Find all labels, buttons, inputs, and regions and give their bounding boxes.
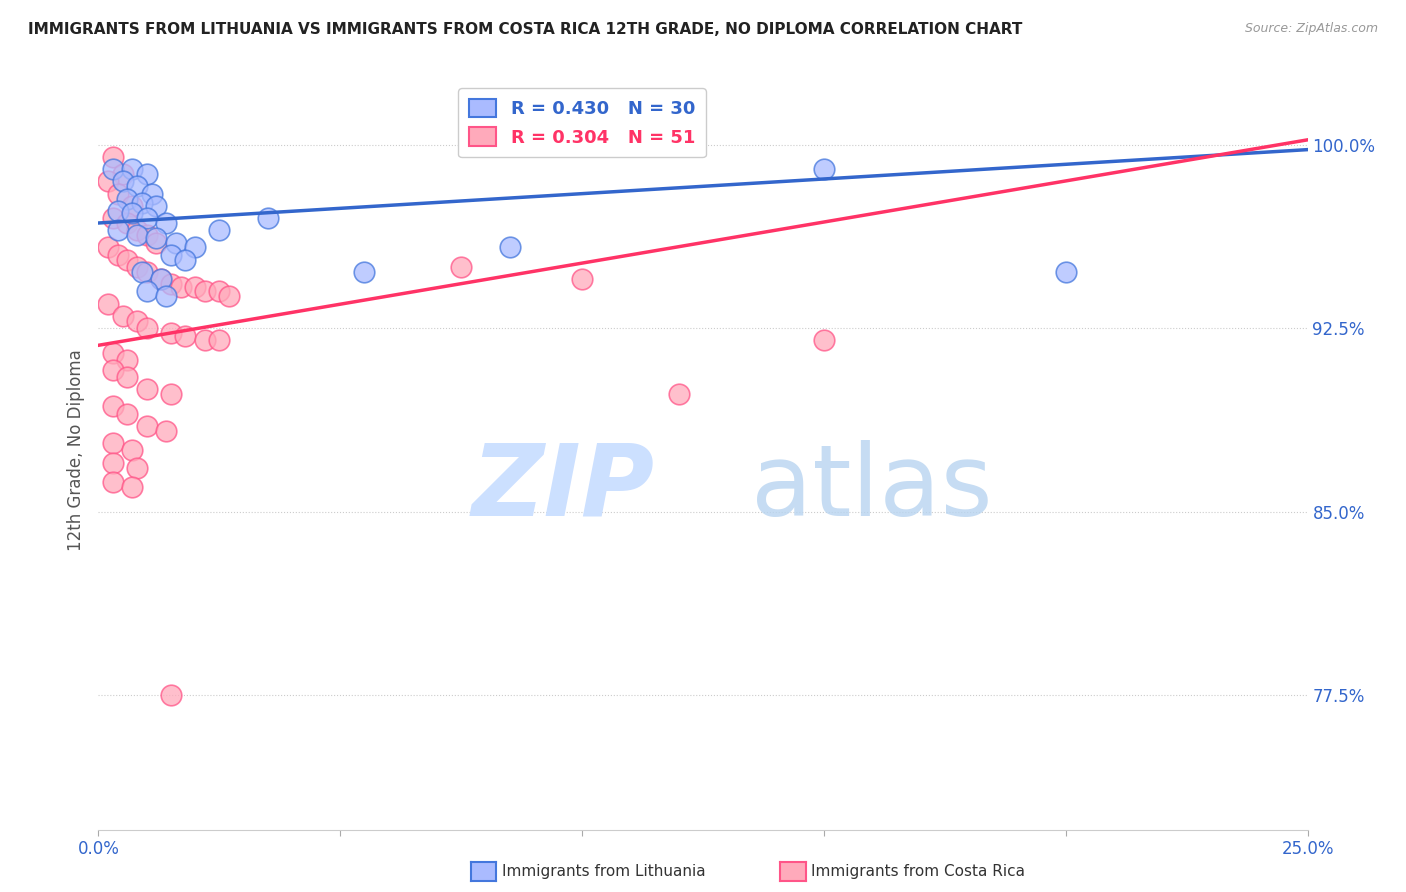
Point	[121, 206, 143, 220]
Point	[117, 192, 139, 206]
Point	[117, 353, 139, 368]
Point	[101, 345, 124, 359]
Point	[150, 272, 173, 286]
Point	[111, 309, 134, 323]
Point	[160, 387, 183, 401]
Point	[101, 400, 124, 414]
Point	[194, 334, 217, 348]
Point	[450, 260, 472, 274]
Point	[101, 475, 124, 490]
Point	[155, 216, 177, 230]
Text: ZIP: ZIP	[471, 440, 655, 537]
Point	[127, 223, 149, 237]
Point	[127, 228, 149, 243]
Point	[208, 285, 231, 299]
Point	[117, 252, 139, 267]
Point	[165, 235, 187, 250]
Text: Source: ZipAtlas.com: Source: ZipAtlas.com	[1244, 22, 1378, 36]
Point	[160, 277, 183, 292]
Point	[150, 272, 173, 286]
Point	[145, 199, 167, 213]
Point	[97, 174, 120, 188]
Point	[135, 419, 157, 434]
Text: Immigrants from Lithuania: Immigrants from Lithuania	[502, 864, 706, 879]
Point	[169, 279, 191, 293]
Point	[121, 443, 143, 458]
Point	[194, 285, 217, 299]
Text: Immigrants from Costa Rica: Immigrants from Costa Rica	[811, 864, 1025, 879]
Point	[101, 363, 124, 377]
Point	[127, 460, 149, 475]
Point	[127, 314, 149, 328]
Point	[101, 211, 124, 226]
Point	[97, 296, 120, 310]
Point	[121, 480, 143, 494]
Point	[101, 162, 124, 177]
Point	[111, 167, 134, 181]
Point	[145, 235, 167, 250]
Point	[174, 252, 197, 267]
Point	[101, 456, 124, 470]
Point	[131, 196, 153, 211]
Point	[813, 162, 835, 177]
Point	[184, 240, 207, 254]
Point	[145, 230, 167, 244]
Point	[184, 279, 207, 293]
Point	[117, 407, 139, 421]
Point	[107, 203, 129, 218]
Point	[135, 265, 157, 279]
Point	[668, 387, 690, 401]
Point	[135, 321, 157, 335]
Point	[101, 436, 124, 450]
Point	[101, 150, 124, 164]
Point	[208, 223, 231, 237]
Point	[135, 228, 157, 243]
Point	[97, 240, 120, 254]
Point	[107, 223, 129, 237]
Point	[813, 334, 835, 348]
Point	[107, 248, 129, 262]
Text: IMMIGRANTS FROM LITHUANIA VS IMMIGRANTS FROM COSTA RICA 12TH GRADE, NO DIPLOMA C: IMMIGRANTS FROM LITHUANIA VS IMMIGRANTS …	[28, 22, 1022, 37]
Point	[353, 265, 375, 279]
Point	[208, 334, 231, 348]
Point	[256, 211, 278, 226]
Point	[141, 186, 163, 201]
Point	[135, 285, 157, 299]
Y-axis label: 12th Grade, No Diploma: 12th Grade, No Diploma	[66, 350, 84, 551]
Point	[117, 216, 139, 230]
Point	[160, 326, 183, 340]
Legend: R = 0.430   N = 30, R = 0.304   N = 51: R = 0.430 N = 30, R = 0.304 N = 51	[458, 88, 706, 157]
Point	[155, 289, 177, 303]
Point	[218, 289, 240, 303]
Point	[135, 211, 157, 226]
Point	[107, 186, 129, 201]
Point	[121, 199, 143, 213]
Point	[571, 272, 593, 286]
Point	[127, 260, 149, 274]
Point	[174, 328, 197, 343]
Point	[131, 265, 153, 279]
Point	[135, 167, 157, 181]
Point	[111, 174, 134, 188]
Point	[160, 248, 183, 262]
Point	[1054, 265, 1077, 279]
Point	[155, 424, 177, 438]
Point	[135, 382, 157, 396]
Point	[117, 370, 139, 384]
Text: atlas: atlas	[751, 440, 993, 537]
Point	[127, 179, 149, 194]
Point	[121, 162, 143, 177]
Point	[498, 240, 520, 254]
Point	[160, 688, 183, 702]
